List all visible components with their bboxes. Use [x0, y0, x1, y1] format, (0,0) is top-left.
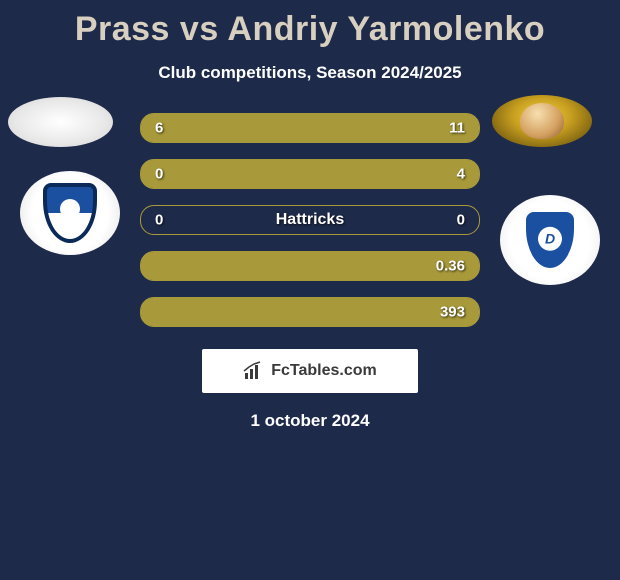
stat-right-value: 11 [449, 120, 465, 137]
stat-row-min-per-goal: Min per goal 393 [140, 297, 480, 327]
fill-right [259, 114, 479, 142]
stat-right-value: 4 [457, 166, 465, 183]
stat-right-value: 393 [440, 304, 465, 321]
stats-column: 6 Matches 11 0 Goals 4 0 Hattricks 0 Goa… [140, 113, 480, 327]
fill-right [141, 252, 479, 280]
page-title: Prass vs Andriy Yarmolenko [0, 0, 620, 49]
stat-row-matches: 6 Matches 11 [140, 113, 480, 143]
stat-right-value: 0 [457, 212, 465, 229]
stat-row-goals-per-match: Goals per match 0.36 [140, 251, 480, 281]
dynamo-crest-icon [526, 212, 574, 268]
footer-label: FcTables.com [271, 362, 377, 380]
player-left-photo [8, 97, 113, 147]
stat-left-value: 0 [155, 166, 163, 183]
club-left-badge [20, 171, 120, 255]
stat-row-goals: 0 Goals 4 [140, 159, 480, 189]
player-right-photo [492, 95, 592, 147]
stat-left-value: 6 [155, 120, 163, 137]
fill-right [141, 160, 479, 188]
chart-icon [243, 361, 265, 381]
stat-row-hattricks: 0 Hattricks 0 [140, 205, 480, 235]
stat-right-value: 0.36 [436, 258, 465, 275]
footer-attribution: FcTables.com [202, 349, 418, 393]
club-right-badge: ★★ [500, 195, 600, 285]
comparison-panel: ★★ 6 Matches 11 0 Goals 4 0 Hattricks 0 … [0, 113, 620, 327]
fill-right [141, 298, 479, 326]
hoffenheim-crest-icon [43, 183, 97, 243]
date-label: 1 october 2024 [0, 411, 620, 431]
subtitle: Club competitions, Season 2024/2025 [0, 63, 620, 83]
stat-label: Hattricks [276, 211, 344, 229]
stat-left-value: 0 [155, 212, 163, 229]
